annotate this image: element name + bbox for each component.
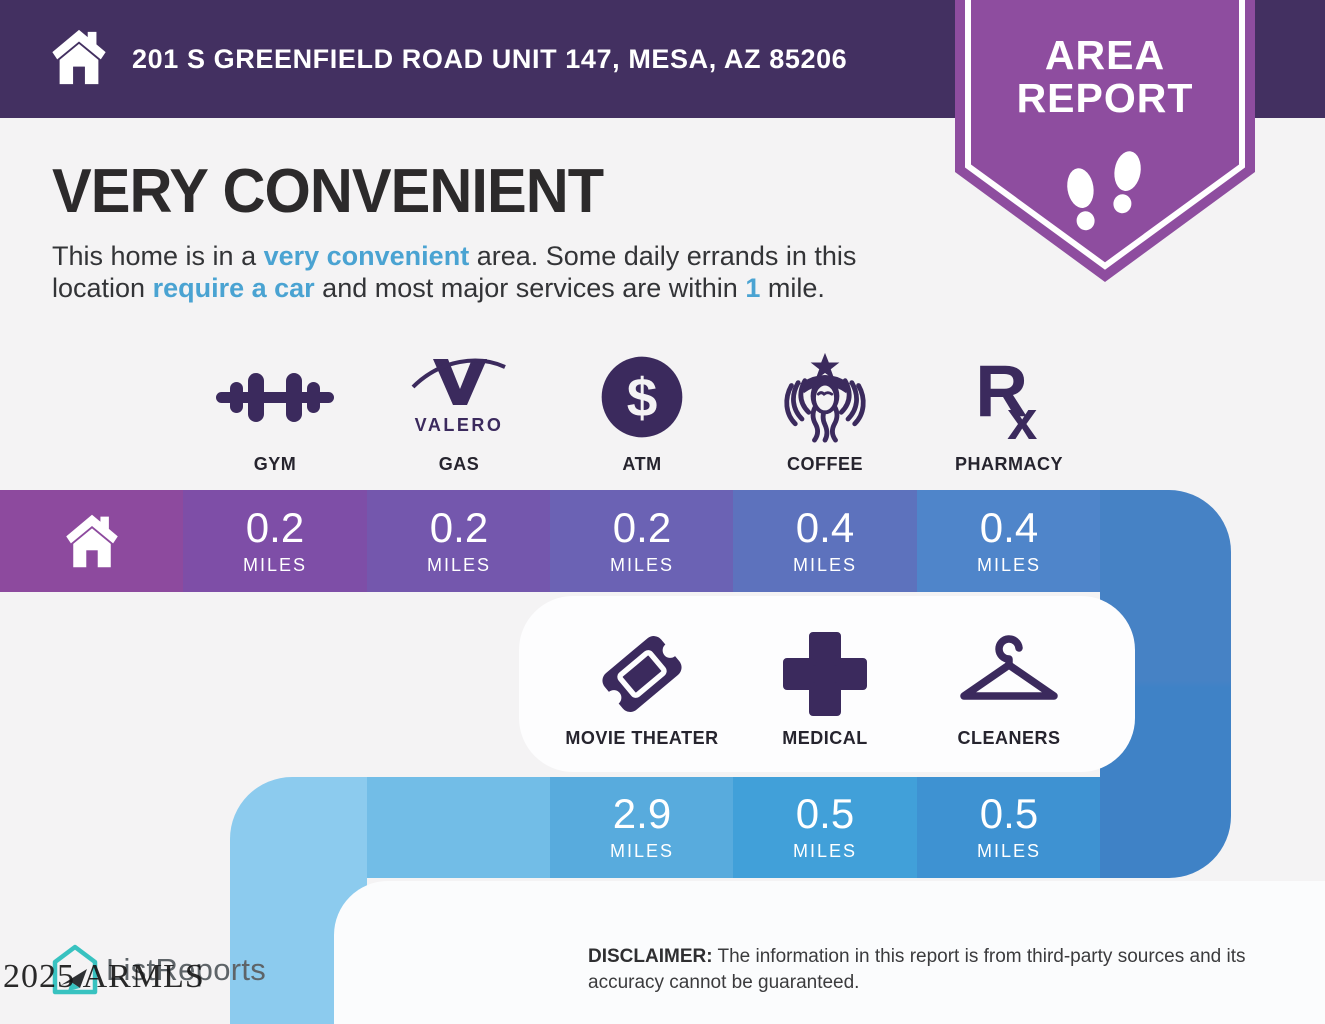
distance-cell-gym: 0.2 MILES [183,490,367,592]
badge-line1: AREA [1044,32,1166,78]
distance-value: 0.4 [979,503,1039,551]
poi-label-gym: GYM [253,454,297,474]
poi-gas: VALERO GAS [367,348,551,475]
page-title: VERY CONVENIENT [52,157,604,226]
highlight-require-car: require a car [152,273,315,303]
valero-wordmark: VALERO [415,415,504,435]
rx-r-glyph: R [975,351,1028,432]
ribbon-home-cell [0,490,184,592]
distance-cell-cleaners: 0.5 MILES [917,777,1101,878]
ribbon-lead-cell [367,777,551,878]
home-icon [52,29,106,85]
distance-cell-movie-theater: 2.9 MILES [550,777,734,878]
poi-gym: GYM [183,348,367,475]
starbucks-siren-icon [784,352,866,443]
distance-unit: MILES [426,554,492,575]
distance-unit: MILES [242,554,308,575]
medical-cross-icon [783,632,867,716]
distance-unit: MILES [792,841,858,861]
valero-icon: VALERO [411,358,506,435]
highlight-very-convenient: very convenient [263,241,470,271]
distance-unit: MILES [609,554,675,575]
poi-label-coffee: COFFEE [786,454,863,474]
distance-cell-pharmacy: 0.4 MILES [917,490,1101,592]
listreports-logo: ListReports [52,944,266,996]
dollar-circle-icon: $ [601,356,683,438]
disclaimer-label: DISCLAIMER: [588,946,713,967]
poi-label-medical: MEDICAL [782,728,868,748]
distance-value: 0.2 [245,503,305,551]
poi-label-atm: ATM [622,454,662,474]
poi-label-pharmacy: PHARMACY [954,454,1063,474]
distance-value: 0.5 [979,790,1039,837]
distance-cell-gas: 0.2 MILES [367,490,551,592]
poi-label-cleaners: CLEANERS [957,728,1061,748]
disclaimer-card [334,881,1325,1024]
armls-watermark: 2025 ARMLS [3,958,205,995]
distance-cell-atm: 0.2 MILES [550,490,734,592]
poi-label-gas: GAS [438,454,480,474]
distance-unit: MILES [792,554,858,575]
hanger-icon [960,635,1058,700]
ticket-icon [602,636,682,712]
page-description: This home is in a very convenient area. … [52,241,857,303]
dollar-glyph: $ [627,366,658,428]
badge-title: AREA REPORT [955,34,1255,120]
badge-line2: REPORT [1016,75,1194,121]
poi-pharmacy: R x PHARMACY [917,348,1101,475]
poi-medical: MEDICAL [733,622,917,749]
distance-value: 0.4 [795,503,855,551]
pennant-shape [955,0,1255,282]
poi-atm: $ ATM [550,348,734,475]
distance-unit: MILES [976,554,1042,575]
poi-label-movie-theater: MOVIE THEATER [565,728,719,748]
poi-cleaners: CLEANERS [917,622,1101,749]
property-address: 201 S GREENFIELD ROAD UNIT 147, MESA, AZ… [132,43,848,74]
listreports-house-icon [52,944,98,995]
area-report-badge: AREA REPORT [955,0,1255,284]
home-icon [66,514,118,568]
rx-icon: R x [975,351,1037,443]
distance-cell-medical: 0.5 MILES [733,777,917,878]
disclaimer-text: DISCLAIMER: The information in this repo… [588,946,1246,993]
listreports-wordmark: ListReports [106,952,267,987]
distance-unit: MILES [976,841,1042,861]
poi-movie-theater: MOVIE THEATER [550,622,734,749]
highlight-one-mile: 1 [745,273,761,303]
distance-value: 0.5 [795,790,855,837]
distance-unit: MILES [609,841,675,861]
distance-cell-coffee: 0.4 MILES [733,490,917,592]
footprints-icon [1067,151,1141,231]
distance-value: 0.2 [612,503,672,551]
dumbbell-icon [216,373,334,422]
distance-value: 0.2 [429,503,489,551]
rx-x-glyph: x [1007,390,1037,443]
distance-value: 2.9 [612,790,672,837]
poi-coffee: COFFEE [733,348,917,475]
